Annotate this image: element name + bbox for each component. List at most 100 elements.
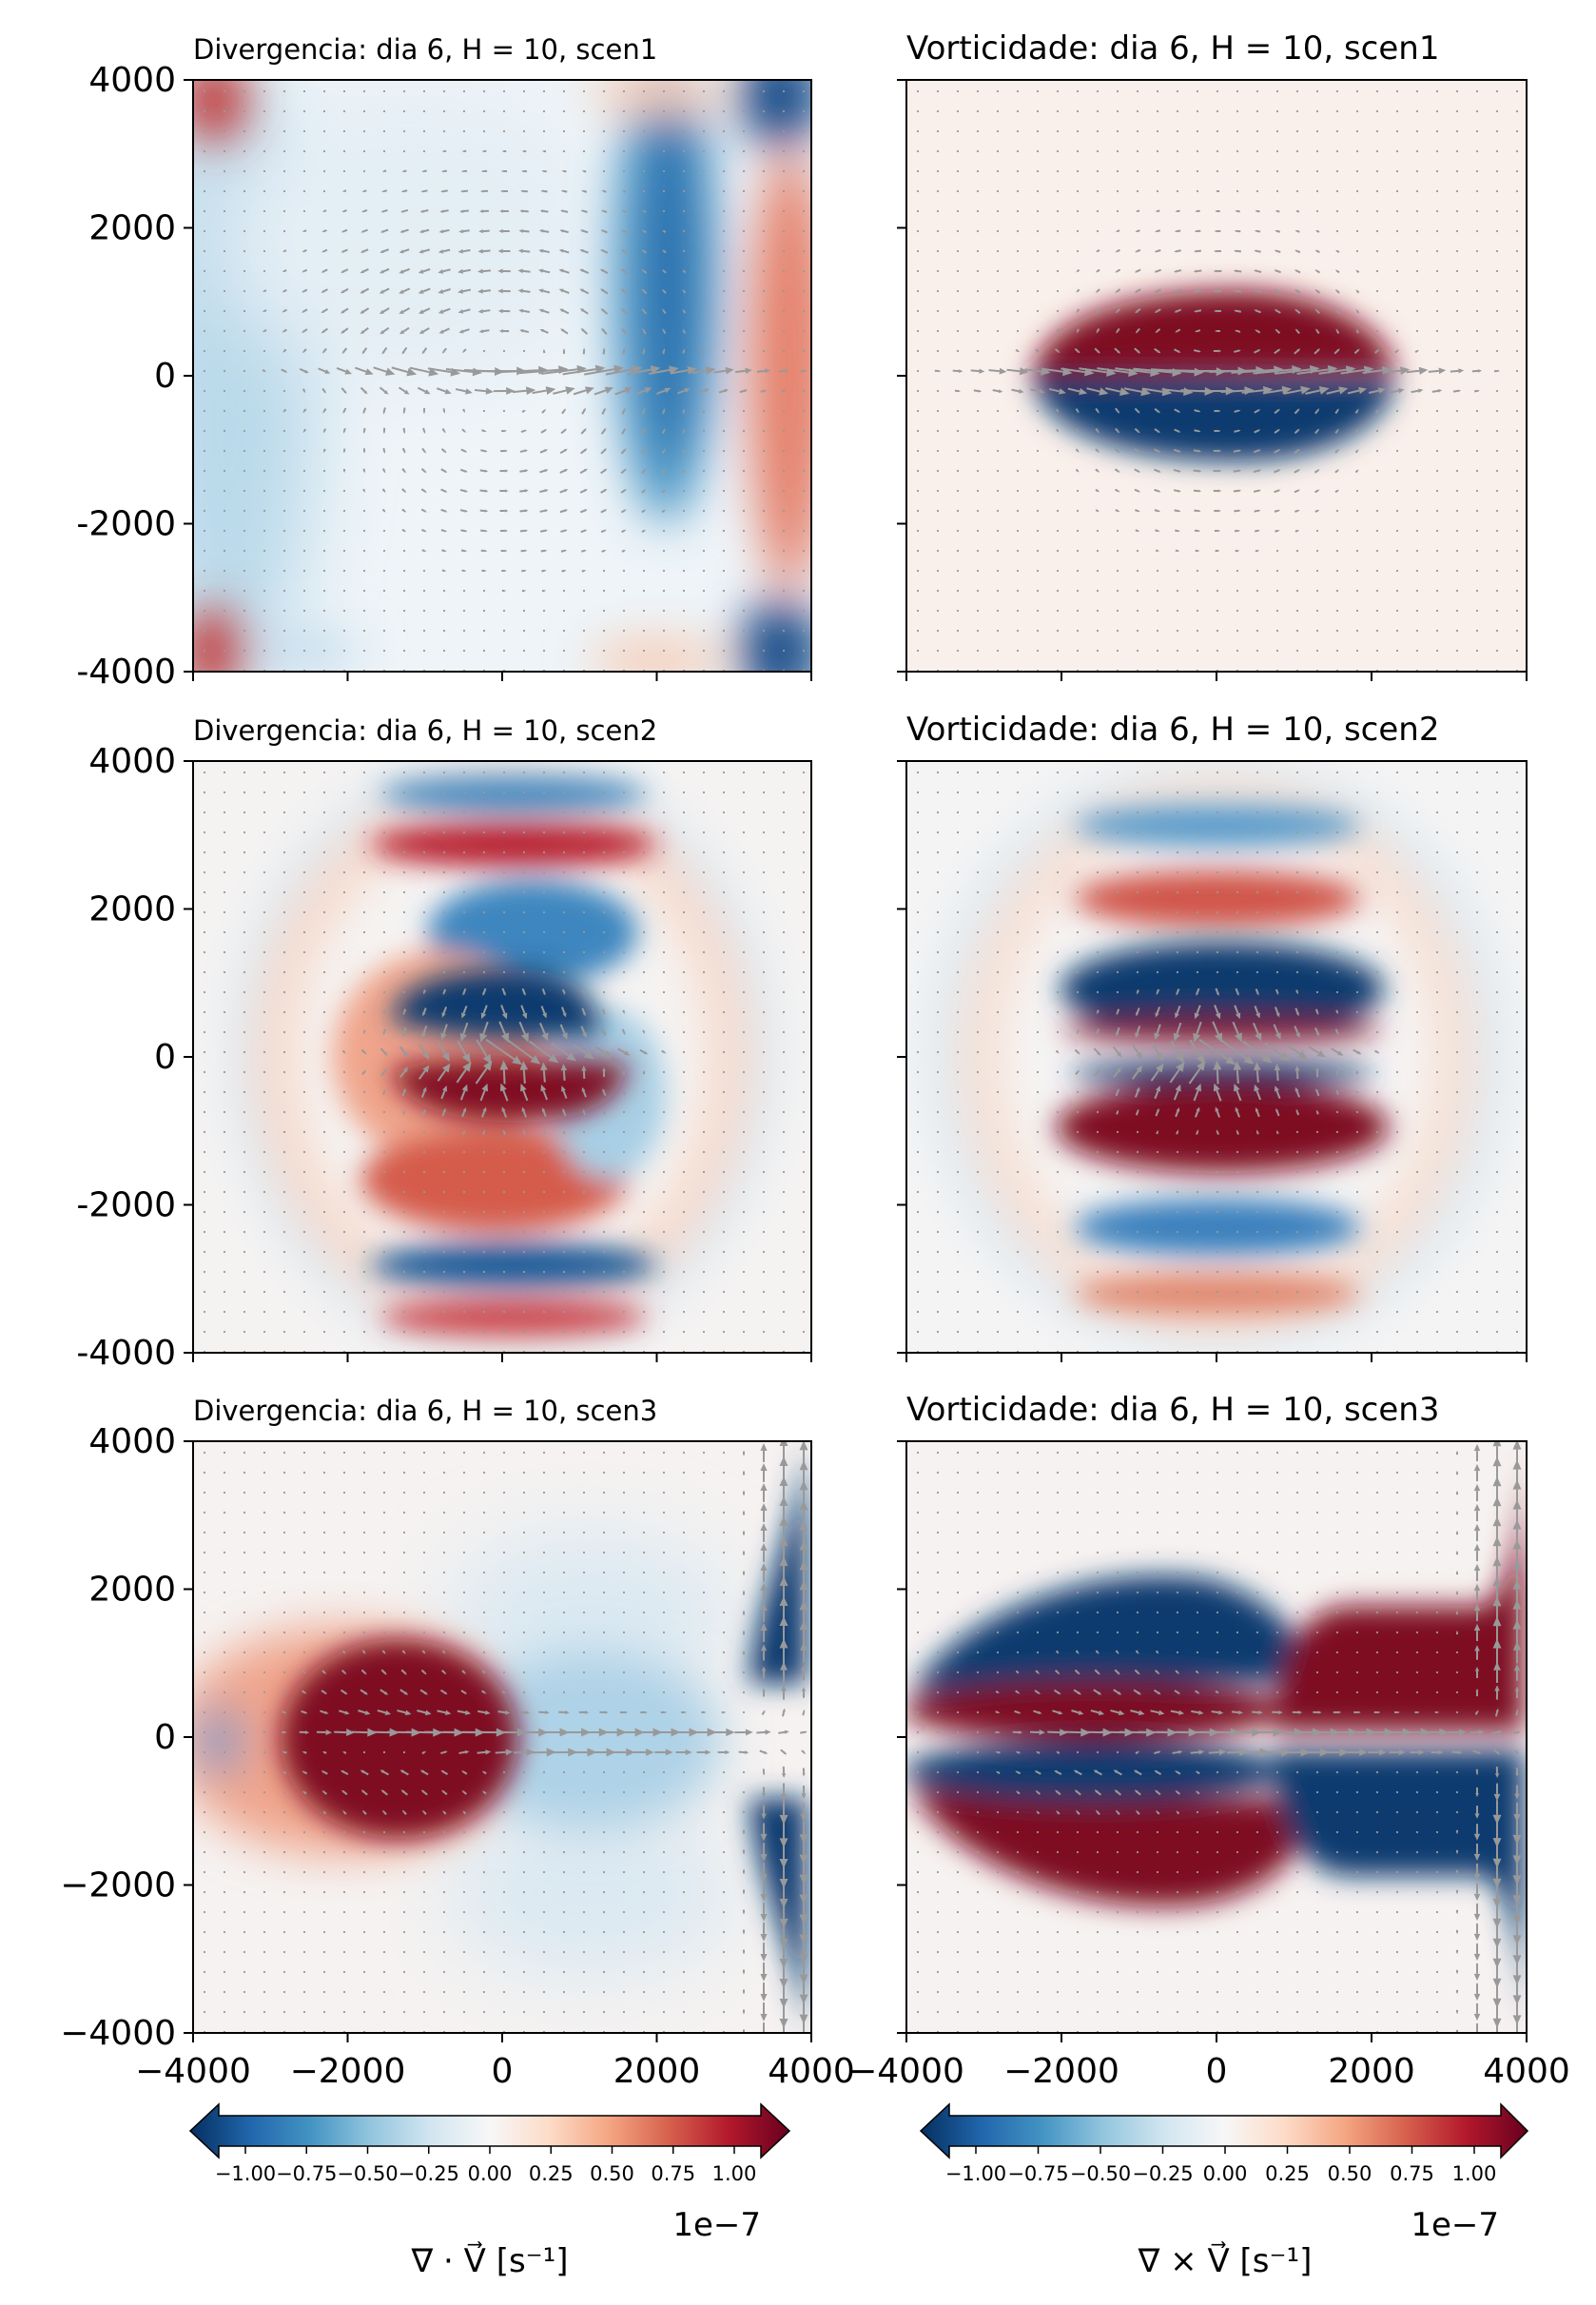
wind-vector	[1096, 589, 1100, 593]
wind-vector	[362, 1890, 366, 1894]
wind-vector	[1116, 169, 1119, 173]
wind-vector	[282, 1230, 286, 1234]
wind-vector	[1315, 1571, 1319, 1574]
wind-vector	[522, 1770, 526, 1774]
wind-vector	[1193, 289, 1202, 293]
wind-vector	[1093, 1047, 1101, 1056]
wind-vector	[996, 649, 1000, 653]
wind-vector	[243, 1330, 246, 1334]
wind-vector	[302, 1250, 306, 1254]
wind-vector	[223, 1290, 226, 1294]
wind-vector	[1435, 1170, 1439, 1174]
wind-vector	[1334, 269, 1340, 274]
wind-vector	[1415, 249, 1419, 253]
wind-vector	[1395, 309, 1399, 313]
wind-vector	[702, 970, 706, 974]
wind-vector	[422, 1950, 426, 1954]
wind-vector	[1216, 589, 1219, 593]
wind-vector	[682, 189, 686, 193]
wind-vector	[1016, 429, 1020, 433]
wind-vector	[956, 771, 960, 774]
wind-vector	[480, 529, 488, 533]
wind-vector	[243, 1651, 246, 1654]
wind-vector	[442, 1310, 446, 1314]
wind-vector	[1156, 1170, 1159, 1174]
wind-vector	[243, 1770, 246, 1774]
wind-vector	[1011, 388, 1024, 394]
wind-vector	[662, 1130, 666, 1134]
wind-vector	[1374, 1049, 1380, 1054]
wind-vector	[1112, 1045, 1122, 1058]
wind-vector	[760, 1823, 768, 1842]
wind-vector	[401, 528, 406, 533]
wind-vector	[1515, 1070, 1519, 1074]
wind-vector	[341, 387, 347, 395]
wind-vector	[302, 1491, 306, 1494]
wind-vector	[760, 1963, 768, 1982]
wind-vector	[702, 409, 706, 414]
wind-vector	[1395, 990, 1399, 994]
wind-vector	[580, 209, 588, 213]
wind-vector	[721, 1710, 727, 1714]
wind-vector	[1136, 129, 1139, 133]
wind-vector	[622, 1068, 626, 1076]
wind-vector	[1384, 366, 1411, 376]
wind-vector	[1335, 149, 1339, 153]
wind-vector	[622, 1330, 626, 1334]
wind-vector	[223, 369, 226, 373]
wind-vector	[561, 408, 566, 415]
wind-vector	[1275, 850, 1279, 854]
wind-vector	[622, 1551, 626, 1554]
wind-vector	[782, 129, 786, 133]
wind-vector	[500, 449, 508, 453]
wind-vector	[996, 1010, 1000, 1014]
wind-vector	[203, 1070, 206, 1074]
wind-vector	[621, 308, 628, 315]
wind-vector	[976, 429, 980, 433]
wind-vector	[422, 1531, 426, 1534]
wind-vector	[976, 169, 980, 173]
wind-vector	[341, 268, 349, 273]
wind-vector	[800, 369, 808, 373]
wind-vector	[1334, 448, 1339, 454]
wind-vector	[501, 149, 507, 153]
wind-vector	[243, 609, 246, 613]
wind-vector	[1196, 649, 1199, 653]
wind-vector	[916, 649, 920, 653]
wind-vector	[360, 1048, 367, 1055]
wind-vector	[1475, 1230, 1479, 1234]
wind-vector	[1136, 1230, 1139, 1234]
wind-vector	[422, 1631, 426, 1634]
wind-vector	[223, 1491, 226, 1494]
wind-vector	[1515, 209, 1519, 213]
wind-vector	[1315, 1109, 1319, 1115]
wind-vector	[782, 1010, 786, 1014]
wind-vector	[1295, 1290, 1299, 1294]
wind-vector	[380, 1789, 389, 1796]
wind-vector	[442, 609, 446, 613]
wind-vector	[1196, 791, 1199, 794]
wind-vector	[722, 1970, 726, 1974]
wind-vector	[477, 308, 491, 314]
wind-vector	[1036, 1270, 1040, 1274]
wind-vector	[976, 1070, 980, 1074]
wind-vector	[662, 189, 666, 193]
wind-vector	[1036, 469, 1040, 473]
wind-vector	[501, 1690, 506, 1694]
wind-vector	[480, 169, 488, 173]
wind-vector	[1096, 1290, 1100, 1294]
wind-vector	[642, 1010, 646, 1014]
wind-vector	[1455, 629, 1459, 633]
wind-vector	[401, 1809, 407, 1815]
wind-vector	[1096, 890, 1100, 894]
wind-vector	[976, 930, 980, 934]
wind-vector	[1175, 549, 1180, 553]
wind-vector	[302, 1790, 307, 1795]
wind-vector	[1295, 1571, 1299, 1574]
wind-vector	[1415, 589, 1419, 593]
wind-vector	[802, 409, 806, 413]
wind-vector	[402, 850, 406, 854]
wind-vector	[976, 910, 980, 914]
wind-vector	[243, 1910, 246, 1914]
wind-vector	[223, 349, 226, 353]
